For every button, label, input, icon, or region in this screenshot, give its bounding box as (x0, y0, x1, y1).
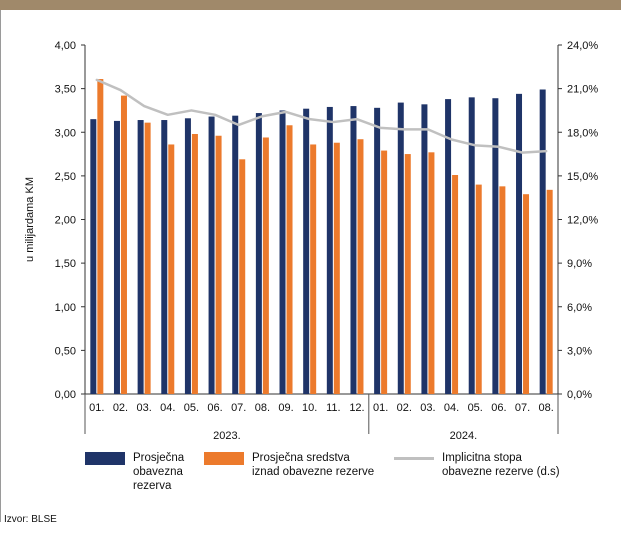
x-tick-label: 10. (302, 402, 317, 414)
x-tick-label: 04. (160, 402, 175, 414)
bar-iznad (310, 144, 317, 394)
bar-obavezna (350, 106, 357, 394)
frame-left-rule (0, 10, 1, 522)
legend-label-line: Prosječna sredstva (252, 452, 350, 464)
bar-obavezna (137, 120, 144, 394)
x-tick-label: 04. (444, 402, 459, 414)
x-tick-label: 07. (515, 402, 530, 414)
x-group-label: 2023. (213, 430, 241, 442)
bar-obavezna (232, 115, 239, 395)
bar-obavezna (468, 97, 475, 394)
line-implicitna-stopa (95, 78, 548, 154)
bar-iznad (168, 144, 175, 394)
bar-obavezna (208, 116, 215, 395)
legend-label-line: obavezne rezerve (d.s) (442, 466, 560, 478)
y2-tick-label: 9,0% (567, 258, 592, 270)
x-tick-label: 08. (539, 402, 554, 414)
bar-obavezna (374, 107, 381, 394)
bar-iznad (286, 125, 293, 395)
bar-iznad (404, 154, 411, 394)
legend-label-line: Prosječna (133, 452, 185, 464)
bar-obavezna (279, 110, 286, 394)
x-tick-label: 07. (231, 402, 246, 414)
x-tick-label: 06. (491, 402, 506, 414)
bar-iznad (499, 186, 506, 394)
x-tick-label: 02. (113, 402, 128, 414)
y-tick-label: 1,50 (55, 258, 76, 270)
y-axis-title: u milijardama KM (24, 177, 36, 262)
y2-tick-label: 21,0% (567, 84, 598, 96)
bar-iznad (357, 139, 364, 394)
legend-label-line: rezerva (133, 480, 172, 492)
y2-tick-label: 0,0% (567, 389, 592, 401)
legend-swatch-stopa (394, 457, 434, 460)
x-tick-label: 12. (349, 402, 364, 414)
y-tick-label: 3,50 (55, 84, 76, 96)
bar-iznad (452, 175, 459, 394)
bar-iznad (523, 194, 530, 394)
x-tick-label: 02. (397, 402, 412, 414)
bar-iznad (381, 150, 388, 394)
y2-tick-label: 24,0% (567, 40, 598, 52)
legend-label-line: Implicitna stopa (442, 452, 522, 464)
x-tick-label: 06. (207, 402, 222, 414)
bar-iznad (144, 122, 151, 394)
bar-obavezna (539, 89, 546, 394)
y-tick-label: 2,00 (55, 215, 76, 227)
source-note: Izvor: BLSE (4, 514, 57, 525)
x-tick-label: 05. (468, 402, 483, 414)
x-group-label: 2024. (450, 430, 478, 442)
bar-obavezna (161, 120, 168, 394)
y2-tick-label: 15,0% (567, 171, 598, 183)
y2-tick-label: 12,0% (567, 215, 598, 227)
header-band (0, 0, 621, 10)
bar-obavezna (184, 118, 191, 394)
bar-iznad (215, 135, 222, 395)
bar-obavezna (445, 99, 452, 394)
bar-obavezna (397, 102, 404, 395)
legend-label-line: iznad obavezne rezerve (252, 466, 375, 478)
bar-iznad (262, 137, 269, 395)
bar-iznad (120, 95, 127, 394)
bar-obavezna (516, 93, 523, 395)
y2-tick-label: 3,0% (567, 345, 592, 357)
bar-obavezna (326, 106, 333, 394)
y-tick-label: 3,00 (55, 127, 76, 139)
x-tick-label: 01. (89, 402, 104, 414)
x-tick-label: 05. (184, 402, 199, 414)
bar-iznad (428, 152, 435, 394)
bar-obavezna (492, 98, 499, 394)
bar-iznad (97, 79, 104, 394)
bar-obavezna (90, 119, 97, 394)
y-tick-label: 0,00 (55, 389, 76, 401)
x-tick-label: 01. (373, 402, 388, 414)
y-tick-label: 1,00 (55, 302, 76, 314)
bar-iznad (239, 159, 246, 394)
y-tick-label: 0,50 (55, 345, 76, 357)
legend-label-line: obavezna (133, 466, 183, 478)
x-tick-label: 11. (326, 402, 340, 414)
bar-obavezna (113, 120, 120, 394)
legend-swatch-obavezna (85, 452, 125, 465)
legend-swatch-iznad (204, 452, 244, 465)
y-tick-label: 2,50 (55, 171, 76, 183)
bar-iznad (475, 184, 482, 394)
x-tick-label: 03. (420, 402, 435, 414)
y2-tick-label: 18,0% (567, 127, 598, 139)
x-tick-label: 09. (278, 402, 293, 414)
bar-obavezna (255, 113, 262, 395)
y2-tick-label: 6,0% (567, 302, 592, 314)
bar-iznad (191, 133, 198, 394)
bar-obavezna (421, 104, 428, 394)
bar-iznad (333, 142, 340, 394)
x-tick-label: 03. (136, 402, 151, 414)
bar-obavezna (303, 108, 310, 394)
y-tick-label: 4,00 (55, 40, 76, 52)
bar-iznad (546, 189, 553, 394)
x-tick-label: 08. (255, 402, 270, 414)
